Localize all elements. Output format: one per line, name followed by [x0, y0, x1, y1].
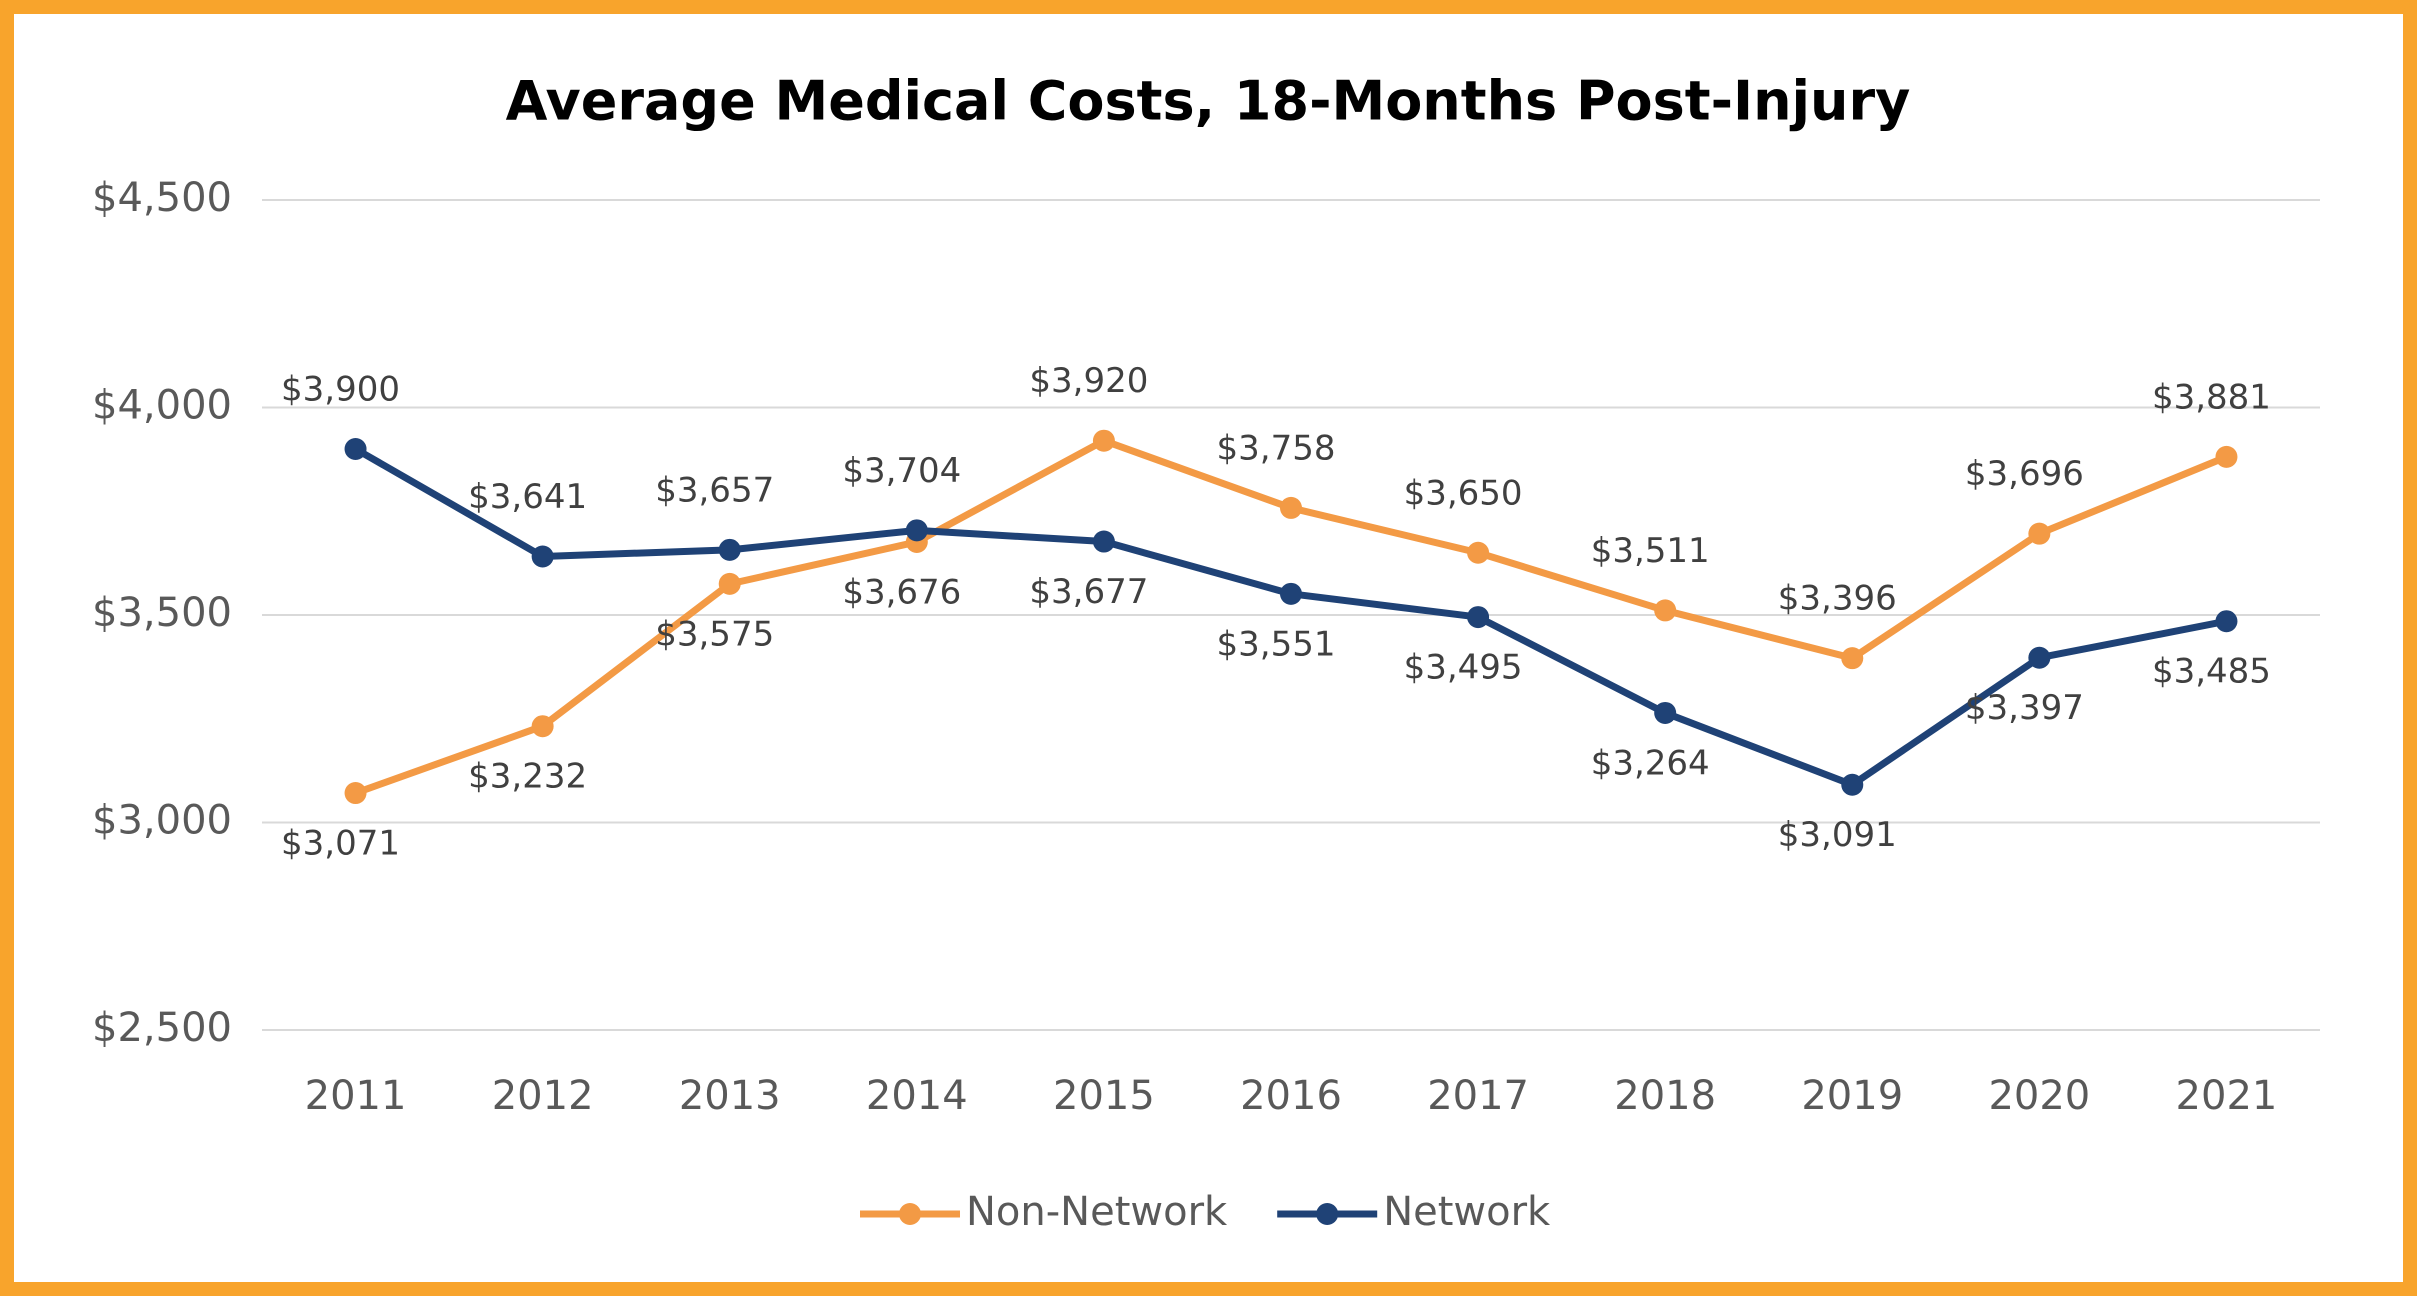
- value-label: $3,485: [2152, 652, 2271, 692]
- value-label: $3,495: [1404, 648, 1523, 688]
- point: [2215, 610, 2238, 633]
- y-tick-label: $3,500: [92, 590, 232, 636]
- point: [344, 438, 367, 460]
- point: [531, 715, 554, 738]
- value-label: $3,397: [1965, 688, 2084, 728]
- value-label: $3,091: [1778, 815, 1897, 855]
- point: [531, 545, 554, 568]
- value-label: $3,551: [1217, 624, 1336, 664]
- point: [1841, 647, 1864, 670]
- point: [718, 538, 741, 561]
- point: [1841, 773, 1864, 796]
- chart-title: Average Medical Costs, 18-Months Post-In…: [506, 70, 1911, 133]
- value-label: $3,650: [1404, 473, 1523, 513]
- point: [1654, 599, 1677, 622]
- value-label: $3,900: [281, 370, 400, 410]
- point: [1467, 541, 1490, 564]
- value-label: $3,232: [468, 757, 587, 797]
- x-tick-label: 2017: [1427, 1073, 1529, 1119]
- point: [1654, 701, 1677, 724]
- legend-label: Non-Network: [966, 1189, 1228, 1235]
- value-label: $3,264: [1591, 743, 1710, 783]
- y-tick-label: $4,000: [92, 383, 232, 429]
- value-label: $3,881: [2152, 377, 2271, 417]
- x-tick-label: 2014: [866, 1073, 968, 1119]
- x-tick-label: 2019: [1801, 1073, 1903, 1119]
- x-tick-label: 2018: [1614, 1073, 1716, 1119]
- point: [2215, 445, 2238, 468]
- value-label: $3,677: [1029, 572, 1148, 612]
- point: [1092, 429, 1115, 452]
- value-label: $3,657: [655, 470, 774, 510]
- point: [344, 782, 367, 805]
- point: [2028, 646, 2051, 669]
- value-label: $3,704: [842, 451, 961, 491]
- legend-label: Network: [1383, 1189, 1551, 1235]
- value-label: $3,511: [1591, 531, 1710, 571]
- value-label: $3,758: [1217, 428, 1336, 468]
- y-tick-label: $4,500: [92, 175, 232, 221]
- value-label: $3,676: [842, 572, 961, 612]
- legend-marker: [1316, 1203, 1339, 1225]
- x-tick-label: 2016: [1240, 1073, 1342, 1119]
- legend-marker: [899, 1203, 921, 1225]
- point: [718, 572, 741, 595]
- point: [905, 519, 928, 542]
- value-label: $3,396: [1778, 579, 1897, 619]
- point: [1280, 582, 1302, 605]
- x-tick-label: 2011: [305, 1073, 407, 1119]
- point: [1467, 606, 1490, 629]
- x-tick-label: 2012: [492, 1073, 594, 1119]
- x-tick-label: 2013: [679, 1073, 781, 1119]
- value-label: $3,696: [1965, 454, 2084, 494]
- value-label: $3,920: [1029, 361, 1148, 401]
- point: [2028, 522, 2051, 545]
- point: [1280, 496, 1302, 519]
- point: [1092, 530, 1115, 553]
- x-tick-label: 2021: [2176, 1073, 2278, 1119]
- y-tick-label: $3,000: [92, 798, 232, 844]
- y-tick-label: $2,500: [92, 1005, 232, 1051]
- x-tick-label: 2020: [1988, 1073, 2090, 1119]
- value-label: $3,641: [468, 477, 587, 517]
- value-label: $3,071: [281, 824, 400, 864]
- x-tick-label: 2015: [1053, 1073, 1155, 1119]
- value-label: $3,575: [655, 614, 774, 654]
